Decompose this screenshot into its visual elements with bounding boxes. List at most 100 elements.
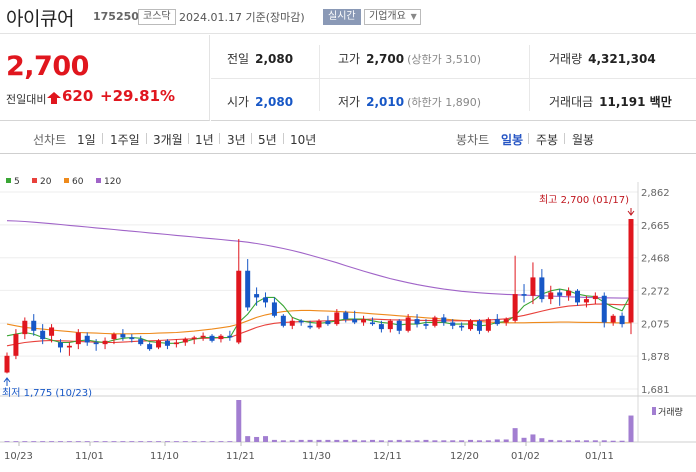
- volume-bar: [254, 436, 260, 442]
- candle-body: [485, 319, 491, 331]
- candle-body: [191, 337, 197, 340]
- candle-body: [245, 270, 251, 308]
- stats-divider: [319, 45, 320, 111]
- candle-body: [378, 324, 384, 330]
- stat-low: 저가 2,010 (하한가 1,890): [338, 93, 481, 110]
- candle-body: [628, 219, 634, 323]
- volume-bar: [378, 440, 384, 442]
- candle-body: [49, 327, 55, 336]
- candle-body: [476, 320, 482, 331]
- candle-body: [4, 355, 10, 373]
- tab-5y[interactable]: 5년: [258, 133, 277, 147]
- candle-body: [31, 320, 37, 331]
- volume-bar: [138, 441, 144, 442]
- candle-body: [298, 320, 304, 323]
- candle-body: [40, 330, 46, 340]
- candle-body: [450, 322, 456, 326]
- legend-swatch: [32, 178, 37, 183]
- candle-body: [521, 294, 527, 296]
- volume-bar: [387, 440, 393, 442]
- volume-bar: [245, 436, 251, 442]
- volume-bar: [441, 440, 447, 442]
- volume-bar: [512, 428, 518, 442]
- candlestick-chart[interactable]: 5 20 60 120 2,862 2,665 2,468 2,272 2,075 1,878 1,…: [0, 155, 696, 472]
- y-tick-label: 2,468: [641, 254, 670, 265]
- line-chart-label: 선차트: [33, 133, 67, 147]
- company-info-label: 기업개요: [369, 11, 406, 22]
- volume-bar: [271, 439, 277, 442]
- chart-tabs: 선차트 1일 1주일 3개월 1년 3년 5년 10년 봉차트 일봉 주봉 월봉: [0, 122, 696, 154]
- company-info-dropdown[interactable]: 기업개요 ▼: [364, 9, 421, 25]
- volume-bar: [619, 440, 625, 442]
- candle-body: [557, 292, 563, 296]
- volume-bar: [147, 441, 153, 442]
- change-value: 620: [62, 87, 94, 105]
- tab-daily-candle[interactable]: 일봉: [501, 133, 524, 147]
- volume-bar: [22, 441, 28, 442]
- candle-body: [610, 315, 616, 323]
- tab-3m[interactable]: 3개월: [153, 133, 183, 147]
- low-arrow-icon: [3, 377, 11, 386]
- x-tick-label: 12/20: [450, 451, 479, 462]
- stock-code: 175250: [93, 10, 139, 23]
- stat-label: 거래량: [549, 52, 583, 66]
- x-tick-label: 01/11: [585, 451, 614, 462]
- candle-body: [75, 332, 81, 345]
- candle-body: [307, 325, 313, 328]
- candle-body: [423, 324, 429, 326]
- candle-body: [414, 319, 420, 325]
- stat-open: 시가 2,080: [227, 93, 293, 110]
- candle-body: [530, 277, 536, 296]
- x-tick-label: 10/23: [4, 451, 33, 462]
- tab-10y[interactable]: 10년: [290, 133, 317, 147]
- high-arrow-icon: [627, 208, 635, 216]
- tab-1d[interactable]: 1일: [77, 133, 96, 147]
- amount-unit-text: 백만: [649, 95, 672, 109]
- candle-body: [387, 320, 393, 330]
- candle-chart-label: 봉차트: [456, 133, 490, 147]
- y-tick-label: 1,878: [641, 352, 670, 363]
- y-tick-label: 2,862: [641, 188, 670, 199]
- volume-bar: [164, 441, 170, 442]
- current-price: 2,700: [6, 51, 89, 82]
- price-chart[interactable]: 5 20 60 120 2,862 2,665 2,468 2,272 2,075 1,878 1,…: [0, 155, 696, 472]
- stat-volume: 거래량 4,321,304: [549, 50, 656, 67]
- candle-body: [494, 319, 500, 325]
- volume-bar: [84, 441, 90, 442]
- volume-bar: [530, 434, 536, 442]
- volume-bar: [423, 439, 429, 442]
- tab-1y[interactable]: 1년: [195, 133, 214, 147]
- candle-body: [325, 320, 331, 325]
- upper-limit-arrow-icon: [47, 92, 61, 104]
- stat-label: 시가: [227, 95, 250, 109]
- tab-weekly-candle[interactable]: 주봉: [536, 133, 559, 147]
- tab-monthly-candle[interactable]: 월봉: [572, 133, 595, 147]
- legend-swatch: [64, 178, 69, 183]
- legend-label: 60: [72, 177, 84, 187]
- volume-bar: [263, 436, 269, 442]
- stat-label: 고가: [338, 52, 361, 66]
- volume-bar: [129, 441, 135, 442]
- volume-bar: [209, 441, 215, 442]
- volume-bar: [601, 440, 607, 442]
- tab-1w[interactable]: 1주일: [110, 133, 140, 147]
- volume-bar: [592, 440, 598, 442]
- candle-body: [13, 334, 19, 356]
- candle-body: [164, 340, 170, 346]
- candle-body: [182, 339, 188, 343]
- tab-3y[interactable]: 3년: [227, 133, 246, 147]
- realtime-button[interactable]: 실시간: [323, 9, 361, 25]
- candle-body: [200, 335, 206, 338]
- base-date: 2024.01.17 기준(장마감): [179, 11, 305, 24]
- volume-bar: [4, 441, 10, 442]
- candle-body: [156, 340, 162, 348]
- volume-bar: [120, 441, 126, 442]
- candle-body: [468, 320, 474, 330]
- price-summary: 2,700 전일대비 620 +29.81%: [0, 35, 210, 121]
- stat-value: 2,080: [255, 95, 294, 109]
- x-tick-label: 12/11: [373, 451, 402, 462]
- volume-bar: [280, 440, 286, 442]
- volume-bar: [521, 437, 527, 442]
- volume-bar: [173, 441, 179, 442]
- stat-high: 고가 2,700 (상한가 3,510): [338, 50, 481, 67]
